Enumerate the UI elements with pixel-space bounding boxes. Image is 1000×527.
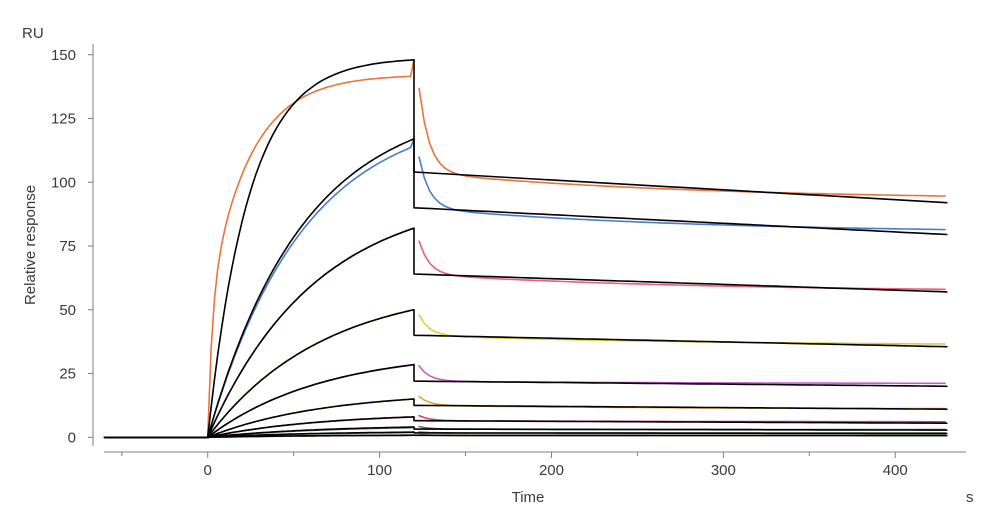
fit-curve-2 [103,138,948,439]
fit-curve-8 [103,426,948,439]
fit-curve-3 [103,227,948,439]
x-unit-label: s [966,489,974,506]
y-tick-label: 125 [51,111,76,128]
y-tick-label: 0 [68,429,76,446]
series-curve-5 [103,363,946,439]
fit-curve-9 [103,431,948,439]
x-tick-label: 300 [711,462,736,479]
y-tick-label: 25 [59,366,76,383]
series-curve-6 [103,395,946,439]
fit-curve-4 [103,309,948,439]
x-tick-label: 200 [539,462,564,479]
series-layer [103,59,946,439]
y-tick-label: 100 [51,174,76,191]
x-axis-title: Time [512,489,545,506]
fit-curve-5 [103,363,948,439]
fit-curve-10 [103,434,948,439]
y-tick-label: 50 [59,302,76,319]
fit-curve-1 [103,59,948,439]
axes: 0 25 50 75 100 125 150 0 100 200 300 400 [51,44,966,479]
series-curve-4 [103,309,946,439]
x-tick-label: 0 [204,462,212,479]
y-unit-label: RU [22,25,44,42]
series-curve-1 [103,59,946,439]
y-tick-label: 75 [59,238,76,255]
fit-layer [103,59,948,439]
fit-curve-7 [103,416,948,439]
fit-curve-6 [103,398,948,439]
x-tick-label: 100 [367,462,392,479]
x-tick-label: 400 [883,462,908,479]
y-axis-title: Relative response [22,185,39,305]
y-tick-label: 150 [51,47,76,64]
